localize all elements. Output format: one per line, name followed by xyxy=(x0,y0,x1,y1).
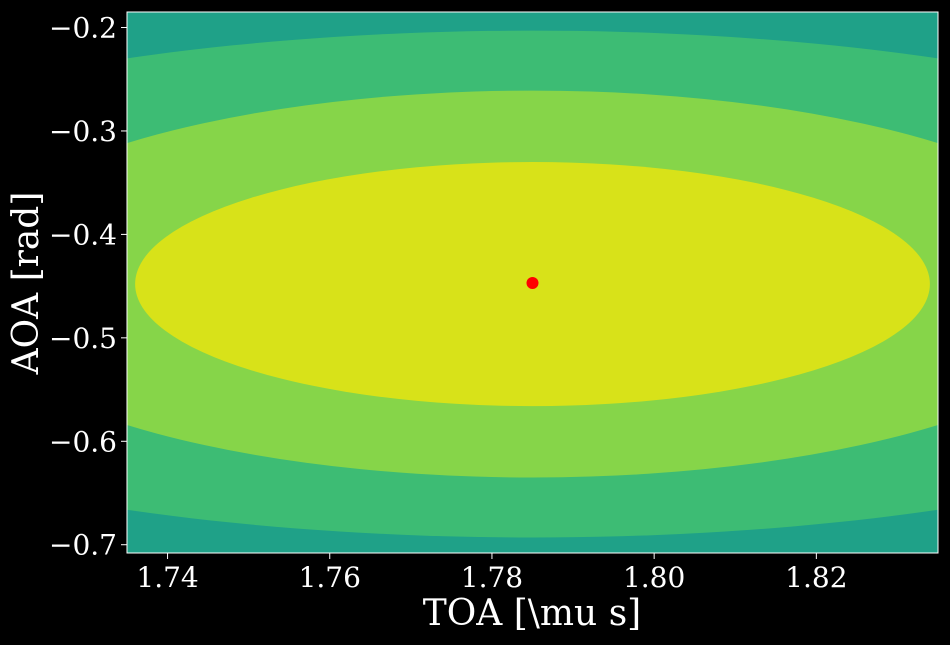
y-axis-title: AOA [rad] xyxy=(6,192,47,376)
y-tick-label: −0.7 xyxy=(49,529,117,562)
y-tick-label: −0.3 xyxy=(49,115,117,148)
plot-frame xyxy=(126,11,939,554)
y-tick-label: −0.4 xyxy=(49,218,117,251)
x-axis: 1.74 1.76 1.78 1.80 1.82 xyxy=(136,553,848,594)
x-tick-label: 1.78 xyxy=(461,561,523,594)
center-marker xyxy=(526,277,539,290)
x-axis-title: TOA [\mu s] xyxy=(423,593,641,634)
x-tick-label: 1.82 xyxy=(785,561,847,594)
y-tick-label: −0.5 xyxy=(49,322,117,355)
y-tick-label: −0.2 xyxy=(49,12,117,45)
x-tick-label: 1.74 xyxy=(136,561,198,594)
x-tick-label: 1.80 xyxy=(623,561,685,594)
y-tick-label: −0.6 xyxy=(49,425,117,458)
x-tick-label: 1.76 xyxy=(299,561,361,594)
y-axis: −0.2 −0.3 −0.4 −0.5 −0.6 −0.7 xyxy=(49,12,127,562)
